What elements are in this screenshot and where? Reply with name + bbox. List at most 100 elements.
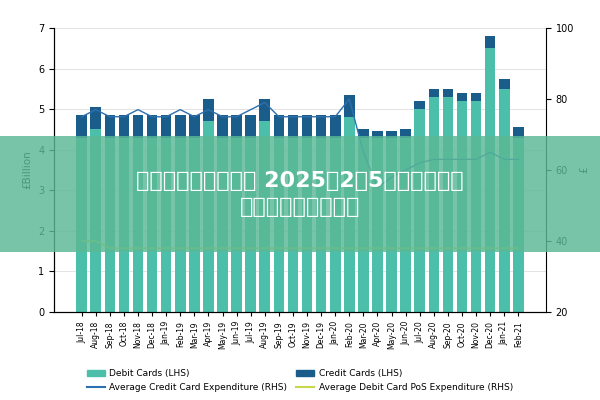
Average Credit Card Expenditure (RHS) xyxy=(472,157,479,162)
Bar xyxy=(358,138,368,312)
Average Credit Card Expenditure (RHS) xyxy=(487,150,494,155)
Bar xyxy=(443,89,453,97)
Bar xyxy=(358,130,368,138)
Average Credit Card Expenditure (RHS) xyxy=(445,157,452,162)
Average Debit Card PoS Expenditure (RHS) xyxy=(402,246,409,250)
Average Credit Card Expenditure (RHS) xyxy=(148,114,155,119)
Bar xyxy=(203,99,214,121)
Line: Average Credit Card Expenditure (RHS): Average Credit Card Expenditure (RHS) xyxy=(82,99,518,188)
Average Debit Card PoS Expenditure (RHS) xyxy=(121,246,128,250)
Average Credit Card Expenditure (RHS) xyxy=(247,107,254,112)
Average Debit Card PoS Expenditure (RHS) xyxy=(332,246,339,250)
Bar xyxy=(485,36,496,48)
Bar xyxy=(91,130,101,312)
Average Credit Card Expenditure (RHS) xyxy=(402,168,409,172)
Average Debit Card PoS Expenditure (RHS) xyxy=(388,246,395,250)
Bar xyxy=(330,115,341,138)
Average Debit Card PoS Expenditure (RHS) xyxy=(472,246,479,250)
Bar xyxy=(203,121,214,312)
Average Debit Card PoS Expenditure (RHS) xyxy=(261,246,268,250)
Bar xyxy=(175,138,185,312)
Average Credit Card Expenditure (RHS) xyxy=(430,157,437,162)
Bar xyxy=(386,138,397,312)
Bar xyxy=(415,101,425,109)
Average Credit Card Expenditure (RHS) xyxy=(388,175,395,180)
Bar xyxy=(344,95,355,117)
Bar xyxy=(217,115,228,138)
Average Debit Card PoS Expenditure (RHS) xyxy=(445,246,452,250)
Bar xyxy=(499,79,509,89)
Average Debit Card PoS Expenditure (RHS) xyxy=(176,246,184,250)
Bar xyxy=(471,101,481,312)
Bar xyxy=(245,115,256,138)
Average Debit Card PoS Expenditure (RHS) xyxy=(346,246,353,250)
Average Credit Card Expenditure (RHS) xyxy=(134,107,142,112)
Bar xyxy=(287,115,298,138)
Average Credit Card Expenditure (RHS) xyxy=(500,157,508,162)
Average Debit Card PoS Expenditure (RHS) xyxy=(163,246,170,250)
Average Credit Card Expenditure (RHS) xyxy=(191,114,198,119)
Average Credit Card Expenditure (RHS) xyxy=(275,114,283,119)
Average Credit Card Expenditure (RHS) xyxy=(233,114,240,119)
Average Debit Card PoS Expenditure (RHS) xyxy=(487,246,494,250)
Average Credit Card Expenditure (RHS) xyxy=(219,114,226,119)
Bar xyxy=(499,89,509,312)
Bar xyxy=(344,117,355,312)
Average Credit Card Expenditure (RHS) xyxy=(106,114,113,119)
Bar xyxy=(330,138,341,312)
Bar xyxy=(513,138,524,312)
Average Credit Card Expenditure (RHS) xyxy=(515,157,522,162)
Bar xyxy=(232,138,242,312)
Bar xyxy=(485,48,496,312)
Bar xyxy=(302,138,313,312)
Average Credit Card Expenditure (RHS) xyxy=(289,114,296,119)
Bar xyxy=(513,128,524,138)
Average Debit Card PoS Expenditure (RHS) xyxy=(304,246,311,250)
Bar xyxy=(443,97,453,312)
Average Credit Card Expenditure (RHS) xyxy=(176,107,184,112)
Average Debit Card PoS Expenditure (RHS) xyxy=(360,246,367,250)
Average Credit Card Expenditure (RHS) xyxy=(304,114,311,119)
Legend: Debit Cards (LHS), Average Credit Card Expenditure (RHS), Credit Cards (LHS), Av: Debit Cards (LHS), Average Credit Card E… xyxy=(83,366,517,396)
Average Debit Card PoS Expenditure (RHS) xyxy=(148,246,155,250)
Average Credit Card Expenditure (RHS) xyxy=(121,114,128,119)
Average Debit Card PoS Expenditure (RHS) xyxy=(289,246,296,250)
Bar xyxy=(372,138,383,312)
Bar xyxy=(245,138,256,312)
Average Credit Card Expenditure (RHS) xyxy=(205,107,212,112)
Average Debit Card PoS Expenditure (RHS) xyxy=(247,246,254,250)
Average Debit Card PoS Expenditure (RHS) xyxy=(416,246,424,250)
Average Debit Card PoS Expenditure (RHS) xyxy=(515,246,522,250)
Bar xyxy=(428,89,439,97)
Bar xyxy=(189,138,200,312)
Bar xyxy=(217,138,228,312)
Bar xyxy=(287,138,298,312)
Average Debit Card PoS Expenditure (RHS) xyxy=(233,246,240,250)
Bar xyxy=(386,132,397,138)
Bar xyxy=(76,138,87,312)
Bar xyxy=(161,115,172,138)
Bar xyxy=(76,115,87,138)
Average Debit Card PoS Expenditure (RHS) xyxy=(134,246,142,250)
Bar xyxy=(316,138,326,312)
Bar xyxy=(147,115,157,138)
Bar xyxy=(316,115,326,138)
Average Credit Card Expenditure (RHS) xyxy=(416,160,424,165)
Bar xyxy=(104,138,115,312)
Average Debit Card PoS Expenditure (RHS) xyxy=(275,246,283,250)
Bar xyxy=(415,109,425,312)
Bar xyxy=(259,99,270,121)
Average Credit Card Expenditure (RHS) xyxy=(261,100,268,105)
Average Debit Card PoS Expenditure (RHS) xyxy=(500,246,508,250)
Line: Average Debit Card PoS Expenditure (RHS): Average Debit Card PoS Expenditure (RHS) xyxy=(82,241,518,248)
Bar xyxy=(259,121,270,312)
Bar xyxy=(232,115,242,138)
Bar xyxy=(471,93,481,101)
Bar xyxy=(400,138,411,312)
Bar xyxy=(302,115,313,138)
Bar xyxy=(428,97,439,312)
Average Credit Card Expenditure (RHS) xyxy=(78,114,85,119)
Average Credit Card Expenditure (RHS) xyxy=(346,96,353,101)
Bar xyxy=(372,132,383,138)
Average Debit Card PoS Expenditure (RHS) xyxy=(78,238,85,243)
